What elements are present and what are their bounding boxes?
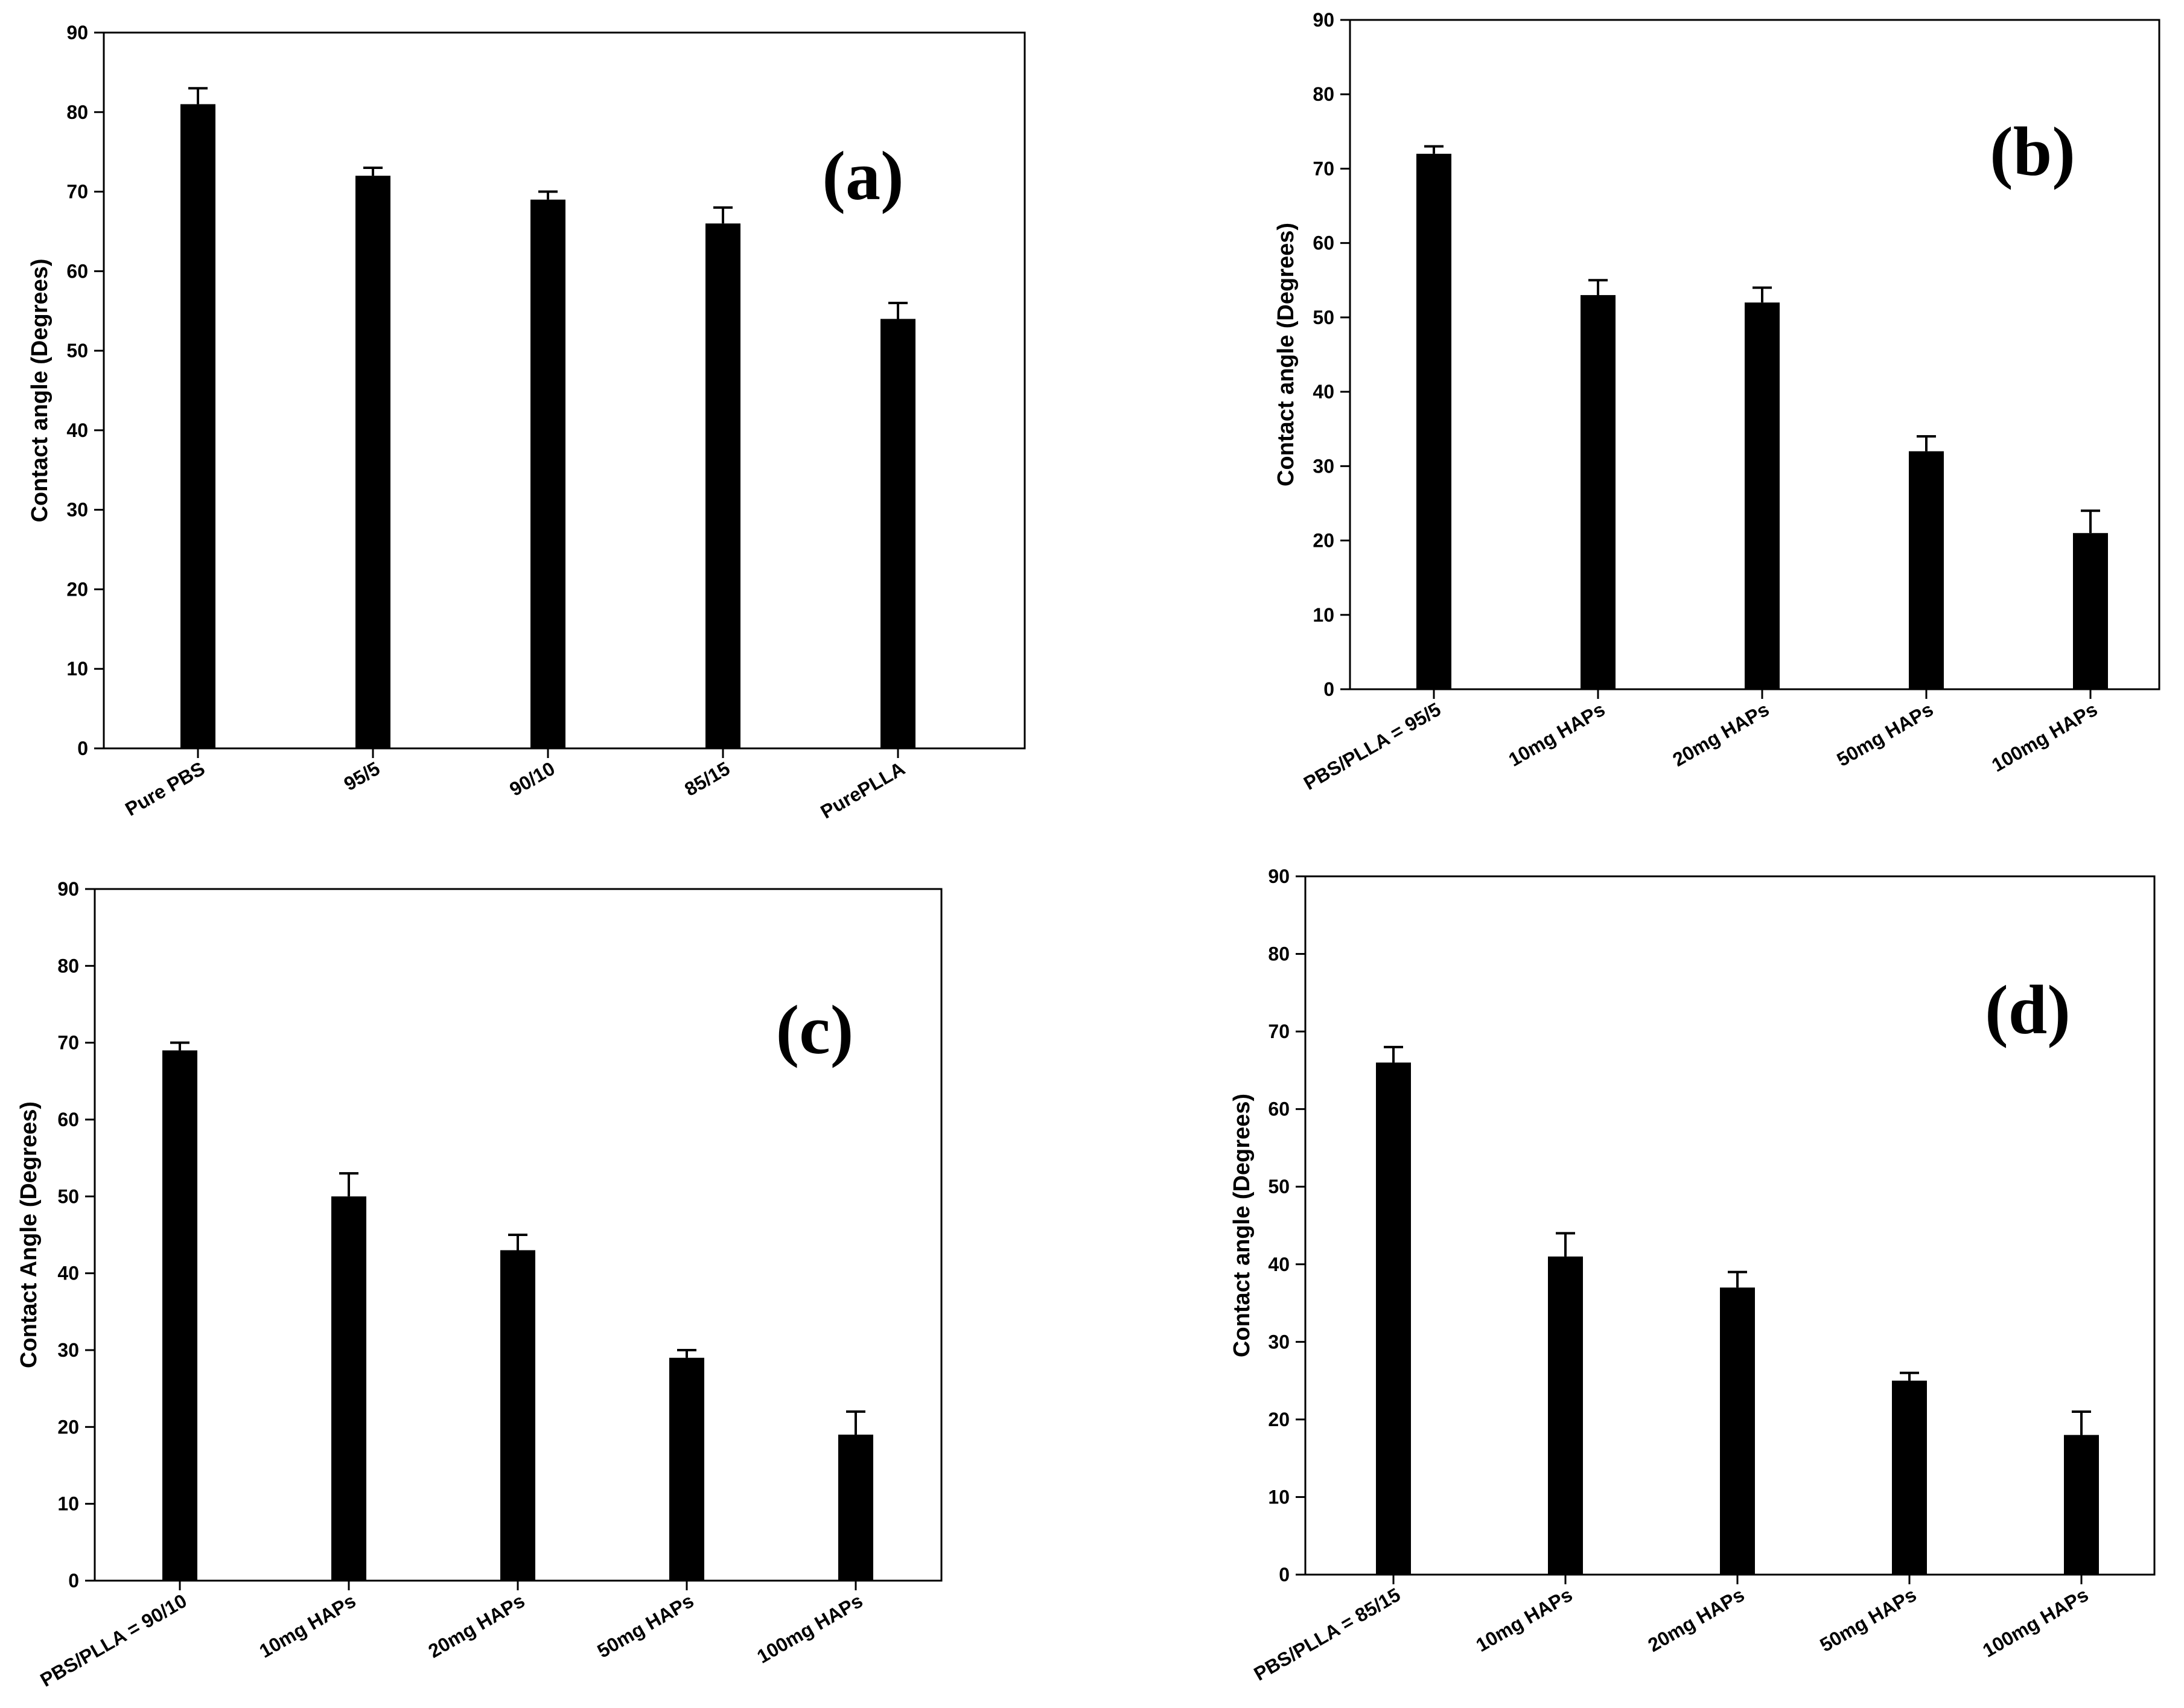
bar bbox=[1720, 1287, 1755, 1575]
bar bbox=[1548, 1256, 1583, 1575]
chart-panel-a: 0 10 20 30 40 50 60 70 80 90 Contact angle (Degree… bbox=[27, 22, 1026, 823]
x-tick-label: PurePLLA bbox=[817, 757, 909, 823]
panel-label: (b) bbox=[1990, 113, 2075, 191]
y-tick-label: 80 bbox=[1268, 943, 1290, 965]
bar bbox=[2064, 1435, 2099, 1575]
x-tick-label: 85/15 bbox=[681, 757, 733, 800]
bar bbox=[705, 223, 740, 748]
x-tick-label: PBS/PLLA = 90/10 bbox=[37, 1590, 191, 1691]
x-tick-label: 20mg HAPs bbox=[424, 1590, 528, 1662]
y-tick-label: 10 bbox=[1313, 604, 1334, 626]
chart-panel-d: 0 10 20 30 40 50 60 70 80 90 Contact angle (Degree… bbox=[1229, 865, 2156, 1685]
bar bbox=[530, 199, 565, 748]
y-tick-label: 20 bbox=[1268, 1409, 1290, 1430]
y-axis-label: Contact angle (Degrees) bbox=[1273, 223, 1299, 486]
x-tick-label: 10mg HAPs bbox=[1472, 1584, 1576, 1656]
bar bbox=[331, 1196, 366, 1581]
y-tick-label: 10 bbox=[66, 658, 88, 680]
y-tick-label: 20 bbox=[1313, 530, 1334, 552]
y-tick-label: 40 bbox=[66, 419, 88, 441]
x-tick-label: 50mg HAPs bbox=[1833, 698, 1937, 771]
bar bbox=[162, 1050, 197, 1581]
y-tick-label: 70 bbox=[1268, 1021, 1290, 1042]
y-tick-label: 50 bbox=[66, 340, 88, 362]
y-axis-label: Contact angle (Degrees) bbox=[1229, 1094, 1255, 1357]
x-tick-label: 10mg HAPs bbox=[1504, 698, 1608, 771]
x-tick-label: 100mg HAPs bbox=[1988, 698, 2101, 776]
bar bbox=[500, 1250, 535, 1581]
x-tick-label: 20mg HAPs bbox=[1669, 698, 1772, 771]
panel-label: (c) bbox=[776, 992, 854, 1069]
bar bbox=[355, 176, 390, 748]
y-tick-label: 60 bbox=[1313, 232, 1334, 254]
y-tick-label: 80 bbox=[66, 101, 88, 123]
y-tick-label: 70 bbox=[66, 181, 88, 203]
bar bbox=[1416, 153, 1451, 690]
y-tick-label: 40 bbox=[1268, 1254, 1290, 1275]
x-tick-label: PBS/PLLA = 95/5 bbox=[1300, 698, 1445, 794]
bar bbox=[180, 104, 215, 749]
bar bbox=[1909, 451, 1944, 689]
x-tick-label: Pure PBS bbox=[121, 757, 208, 820]
y-tick-label: 10 bbox=[57, 1493, 79, 1515]
y-tick-label: 0 bbox=[77, 738, 88, 759]
x-tick-label: 10mg HAPs bbox=[255, 1590, 359, 1662]
y-tick-label: 90 bbox=[57, 878, 79, 900]
y-tick-label: 60 bbox=[1268, 1098, 1290, 1120]
x-tick-label: PBS/PLLA = 85/15 bbox=[1250, 1584, 1404, 1685]
x-tick-label: 50mg HAPs bbox=[593, 1590, 697, 1662]
bar bbox=[1745, 302, 1780, 689]
y-tick-label: 60 bbox=[57, 1109, 79, 1130]
y-tick-label: 80 bbox=[57, 955, 79, 977]
x-tick-label: 20mg HAPs bbox=[1644, 1584, 1748, 1656]
chart-panel-c: 0 10 20 30 40 50 60 70 80 90 Contact Angle (Degree… bbox=[16, 878, 943, 1691]
panel-label: (a) bbox=[822, 138, 903, 215]
y-tick-label: 50 bbox=[1268, 1176, 1290, 1197]
y-tick-label: 70 bbox=[1313, 158, 1334, 179]
y-tick-label: 0 bbox=[1323, 678, 1334, 700]
y-tick-label: 90 bbox=[1268, 865, 1290, 887]
y-tick-label: 0 bbox=[68, 1570, 79, 1592]
y-tick-label: 90 bbox=[66, 22, 88, 43]
x-tick-label: 90/10 bbox=[506, 757, 558, 800]
y-axis-label: Contact Angle (Degrees) bbox=[16, 1101, 42, 1368]
x-tick-label: 95/5 bbox=[340, 757, 384, 795]
y-tick-label: 30 bbox=[66, 499, 88, 521]
bar bbox=[838, 1435, 873, 1581]
bar bbox=[1581, 295, 1616, 689]
x-tick-label: 50mg HAPs bbox=[1816, 1584, 1920, 1656]
y-tick-label: 40 bbox=[1313, 381, 1334, 403]
bar bbox=[880, 319, 915, 748]
y-tick-label: 30 bbox=[1268, 1331, 1290, 1353]
x-tick-label: 100mg HAPs bbox=[753, 1590, 866, 1668]
y-tick-label: 40 bbox=[57, 1263, 79, 1284]
y-tick-label: 30 bbox=[57, 1339, 79, 1361]
y-tick-label: 80 bbox=[1313, 83, 1334, 105]
y-tick-label: 20 bbox=[66, 578, 88, 600]
y-tick-label: 10 bbox=[1268, 1486, 1290, 1508]
x-tick-label: 100mg HAPs bbox=[1979, 1584, 2092, 1662]
panel-label: (d) bbox=[1985, 972, 2071, 1049]
bar bbox=[1376, 1062, 1411, 1575]
y-tick-label: 90 bbox=[1313, 9, 1334, 31]
bar bbox=[2073, 533, 2108, 689]
y-axis-label: Contact angle (Degrees) bbox=[27, 258, 53, 522]
chart-panel-b: 0 10 20 30 40 50 60 70 80 90 Contact angle (Degree… bbox=[1273, 9, 2160, 794]
bar bbox=[669, 1357, 704, 1581]
y-tick-label: 50 bbox=[1313, 307, 1334, 328]
bar bbox=[1892, 1380, 1927, 1575]
y-tick-label: 0 bbox=[1279, 1564, 1290, 1585]
y-tick-label: 30 bbox=[1313, 455, 1334, 477]
y-tick-label: 20 bbox=[57, 1416, 79, 1438]
y-tick-label: 70 bbox=[57, 1032, 79, 1054]
y-tick-label: 50 bbox=[57, 1185, 79, 1207]
y-tick-label: 60 bbox=[66, 260, 88, 282]
